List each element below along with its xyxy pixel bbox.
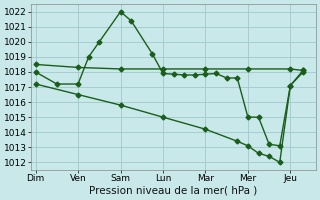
X-axis label: Pression niveau de la mer( hPa ): Pression niveau de la mer( hPa ): [90, 186, 258, 196]
